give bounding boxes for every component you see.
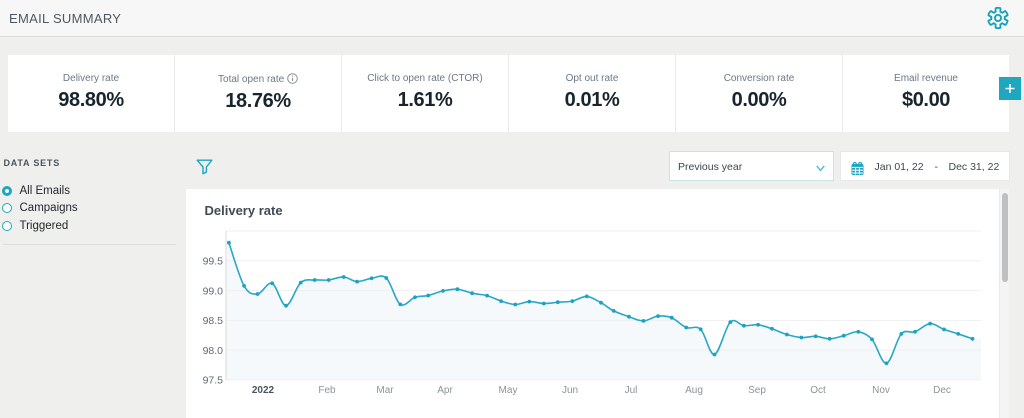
svg-text:Oct: Oct [810, 385, 826, 396]
svg-text:Sep: Sep [748, 385, 766, 396]
svg-text:2022: 2022 [252, 385, 275, 396]
svg-text:Nov: Nov [872, 385, 890, 396]
svg-text:Mar: Mar [376, 385, 394, 396]
svg-text:99.5: 99.5 [203, 256, 224, 268]
svg-text:Dec: Dec [933, 385, 951, 396]
svg-text:Jul: Jul [625, 385, 638, 396]
svg-text:Apr: Apr [437, 385, 453, 396]
svg-text:Feb: Feb [318, 385, 336, 396]
svg-text:98.5: 98.5 [203, 315, 224, 327]
svg-text:Aug: Aug [685, 385, 703, 396]
svg-text:Jun: Jun [562, 385, 578, 396]
svg-text:97.5: 97.5 [203, 375, 224, 387]
svg-text:98.0: 98.0 [203, 345, 224, 357]
svg-text:May: May [499, 385, 518, 396]
svg-text:99.0: 99.0 [203, 285, 224, 297]
